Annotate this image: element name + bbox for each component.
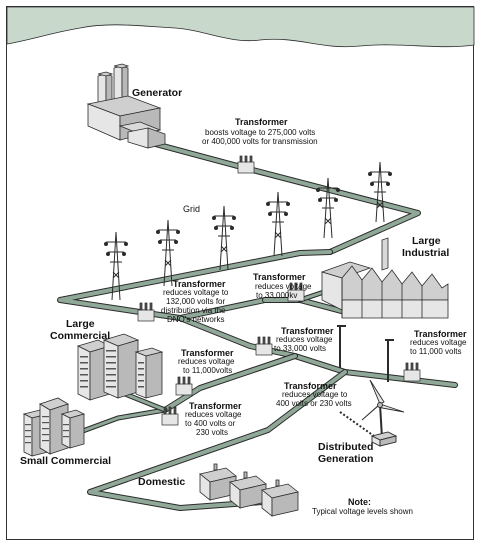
pole-11kv bbox=[385, 339, 394, 382]
label-t-33000-title: Transformer bbox=[281, 326, 334, 336]
label-t-132000-desc-4: DNO's networks bbox=[167, 315, 225, 324]
label-transformer-boost-desc-1: boosts voltage to 275,000 volts bbox=[205, 128, 316, 137]
label-transformer-boost-desc-2: or 400,000 volts for transmission bbox=[202, 137, 318, 146]
label-large-commercial-2: Commercial bbox=[50, 330, 111, 342]
transformer-132kv bbox=[137, 302, 155, 322]
label-t-230-desc-3: 230 volts bbox=[196, 428, 229, 437]
small-commercial-buildings bbox=[22, 397, 86, 457]
label-t-132000-desc-2: 132,000 volts for bbox=[166, 297, 226, 306]
generator-plant bbox=[86, 63, 166, 149]
label-t-11000r-desc-2: to 11,000 volts bbox=[410, 347, 462, 356]
transformer-400-230-left bbox=[161, 406, 179, 426]
transformer-11000-right bbox=[403, 362, 421, 382]
label-t-11000r-title: Transformer bbox=[414, 329, 467, 339]
label-t-230-desc-1: reduces voltage bbox=[185, 410, 242, 419]
label-t-33000kv-title: Transformer bbox=[253, 272, 306, 282]
large-industrial-factory bbox=[320, 237, 449, 319]
transformer-33000kv bbox=[287, 282, 305, 302]
transformer-33000v bbox=[255, 336, 273, 356]
transmission-cables bbox=[57, 139, 458, 511]
pylon-4 bbox=[212, 205, 236, 271]
pylon-5 bbox=[156, 219, 180, 287]
transformer-11000-left bbox=[175, 376, 193, 396]
label-note-text: Typical voltage levels shown bbox=[312, 507, 413, 516]
label-large-industrial-2: Industrial bbox=[402, 247, 450, 259]
large-commercial-buildings bbox=[76, 333, 164, 401]
label-domestic: Domestic bbox=[138, 476, 186, 488]
label-t-230-desc-2: to 400 volts or bbox=[185, 419, 236, 428]
label-t-33000kv-desc-2: to 33,000kv bbox=[256, 291, 298, 300]
hillside bbox=[6, 6, 475, 48]
label-t-132000-title: Transformer bbox=[173, 279, 226, 289]
label-t-33000-desc-2: to 33,000 volts bbox=[274, 344, 327, 353]
pylon-3 bbox=[266, 191, 290, 257]
pole-33kv bbox=[337, 325, 346, 368]
label-t-11000r-desc-1: reduces voltage bbox=[410, 338, 467, 347]
label-large-commercial-1: Large bbox=[66, 318, 95, 330]
domestic-houses bbox=[199, 463, 299, 517]
label-distributed-1: Distributed bbox=[318, 441, 374, 453]
label-small-commercial: Small Commercial bbox=[20, 455, 112, 467]
transformer-icons bbox=[137, 155, 421, 426]
label-t-33000kv-desc-1: reduces voltage bbox=[255, 282, 312, 291]
label-transformer-boost-title: Transformer bbox=[235, 117, 288, 127]
label-generator: Generator bbox=[132, 87, 183, 99]
wind-turbine bbox=[361, 379, 405, 447]
small-commercial-windows bbox=[25, 416, 69, 444]
label-t-230-title: Transformer bbox=[189, 401, 242, 411]
label-t-11000l-title: Transformer bbox=[181, 348, 234, 358]
large-commercial-windows bbox=[80, 350, 144, 388]
label-t-11000l-desc-1: reduces voltage bbox=[178, 357, 235, 366]
label-note-title: Note: bbox=[348, 497, 371, 507]
label-grid: Grid bbox=[183, 204, 201, 214]
pylon-2 bbox=[316, 177, 340, 239]
pylons bbox=[104, 161, 394, 382]
label-t-11000l-desc-2: to 11,000volts bbox=[183, 366, 233, 375]
label-distributed-2: Generation bbox=[318, 453, 374, 465]
label-t-400-desc-1: reduces voltage to bbox=[282, 390, 348, 399]
label-large-industrial-1: Large bbox=[412, 235, 441, 247]
label-t-400-title: Transformer bbox=[284, 381, 337, 391]
label-t-33000-desc-1: reduces voltage bbox=[276, 335, 333, 344]
label-t-132000-desc-3: distribution via the bbox=[161, 306, 226, 315]
pylon-1 bbox=[368, 161, 392, 223]
pylon-6 bbox=[104, 231, 128, 301]
transformer-boost bbox=[237, 155, 255, 174]
distributed-link bbox=[339, 411, 375, 437]
diagram-frame bbox=[6, 6, 474, 540]
label-t-400-desc-2: 400 volts or 230 volts bbox=[276, 399, 352, 408]
label-t-132000-desc-1: reduces voltage to bbox=[163, 288, 229, 297]
